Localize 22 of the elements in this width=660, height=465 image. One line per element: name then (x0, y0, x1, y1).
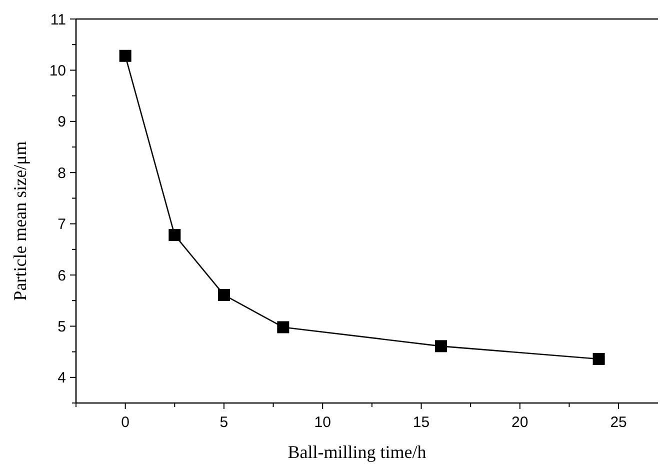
x-tick-label: 5 (220, 414, 228, 431)
x-tick-label: 20 (512, 414, 528, 431)
point (592, 352, 605, 365)
y-tick-label: 8 (58, 164, 66, 182)
y-tick-label: 11 (50, 11, 66, 28)
point (218, 288, 230, 301)
x-tick-label: 25 (610, 414, 627, 431)
y-tick-label: 10 (49, 62, 66, 80)
point (277, 321, 290, 334)
y-axis-title: Particle mean size/μm (10, 141, 30, 301)
point (119, 50, 132, 62)
point (168, 229, 181, 242)
y-tick-label: 5 (58, 318, 66, 336)
y-tick-label: 4 (58, 370, 66, 387)
y-tick-label: 9 (58, 114, 66, 131)
x-tick-label: 0 (121, 414, 130, 431)
y-tick-label: 7 (58, 216, 66, 234)
x-axis-title: Ball-milling time/h (288, 442, 426, 462)
x-tick-label: 10 (314, 414, 331, 431)
point (434, 340, 447, 352)
y-tick-label: 6 (58, 267, 66, 284)
x-tick-label: 15 (412, 414, 430, 431)
